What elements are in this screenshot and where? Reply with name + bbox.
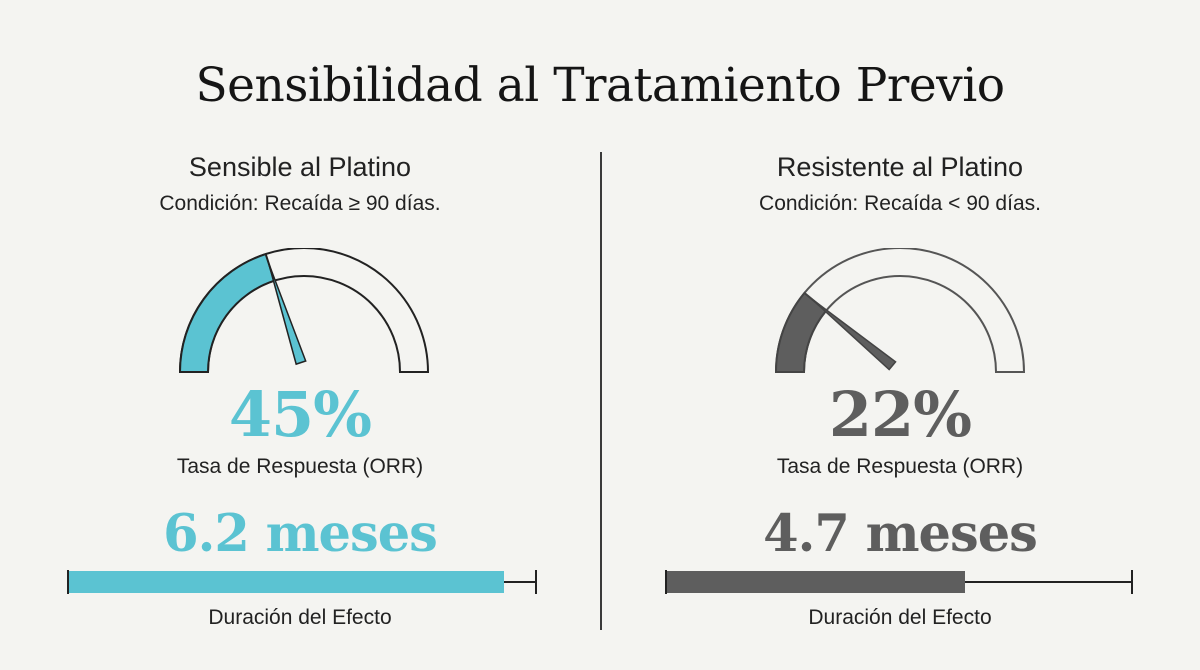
- page-title: Sensibilidad al Tratamiento Previo: [195, 58, 1005, 113]
- panel-platinum-resistant: Resistente al Platino Condición: Recaída…: [600, 0, 1200, 670]
- panel-heading: Resistente al Platino: [776, 152, 1024, 182]
- panel-condition: Condición: Recaída ≥ 90 días.: [159, 192, 441, 215]
- duration-bar-start-tick: [665, 570, 667, 594]
- duration-bar-fill: [665, 571, 965, 593]
- duration-bar: [665, 568, 1133, 596]
- orr-label: Tasa de Respuesta (ORR): [176, 455, 424, 478]
- gauge-track: [774, 248, 1026, 373]
- panel-platinum-sensitive: Sensible al Platino Condición: Recaída ≥…: [67, 152, 537, 629]
- duration-label: Duración del Efecto: [208, 606, 392, 629]
- orr-gauge: [774, 248, 1026, 373]
- duration-value: 6.2 meses: [163, 504, 438, 564]
- duration-label: Duración del Efecto: [808, 606, 992, 629]
- panel-heading: Sensible al Platino: [188, 152, 412, 182]
- orr-label: Tasa de Respuesta (ORR): [776, 455, 1024, 478]
- orr-value: 22%: [828, 378, 972, 451]
- gauge-needle: [268, 263, 307, 366]
- orr-value: 45%: [228, 378, 372, 451]
- duration-bar-end-tick: [1131, 570, 1133, 594]
- orr-gauge: [178, 248, 430, 373]
- duration-bar-end-tick: [535, 570, 537, 594]
- panel-condition: Condición: Recaída < 90 días.: [759, 192, 1041, 215]
- gauge-fill: [178, 252, 276, 373]
- gauge-needle: [811, 298, 897, 371]
- duration-bar-start-tick: [67, 570, 69, 594]
- duration-bar: [67, 568, 537, 596]
- panel-divider: [600, 152, 602, 630]
- duration-value: 4.7 meses: [763, 504, 1038, 564]
- duration-bar-fill: [67, 571, 505, 593]
